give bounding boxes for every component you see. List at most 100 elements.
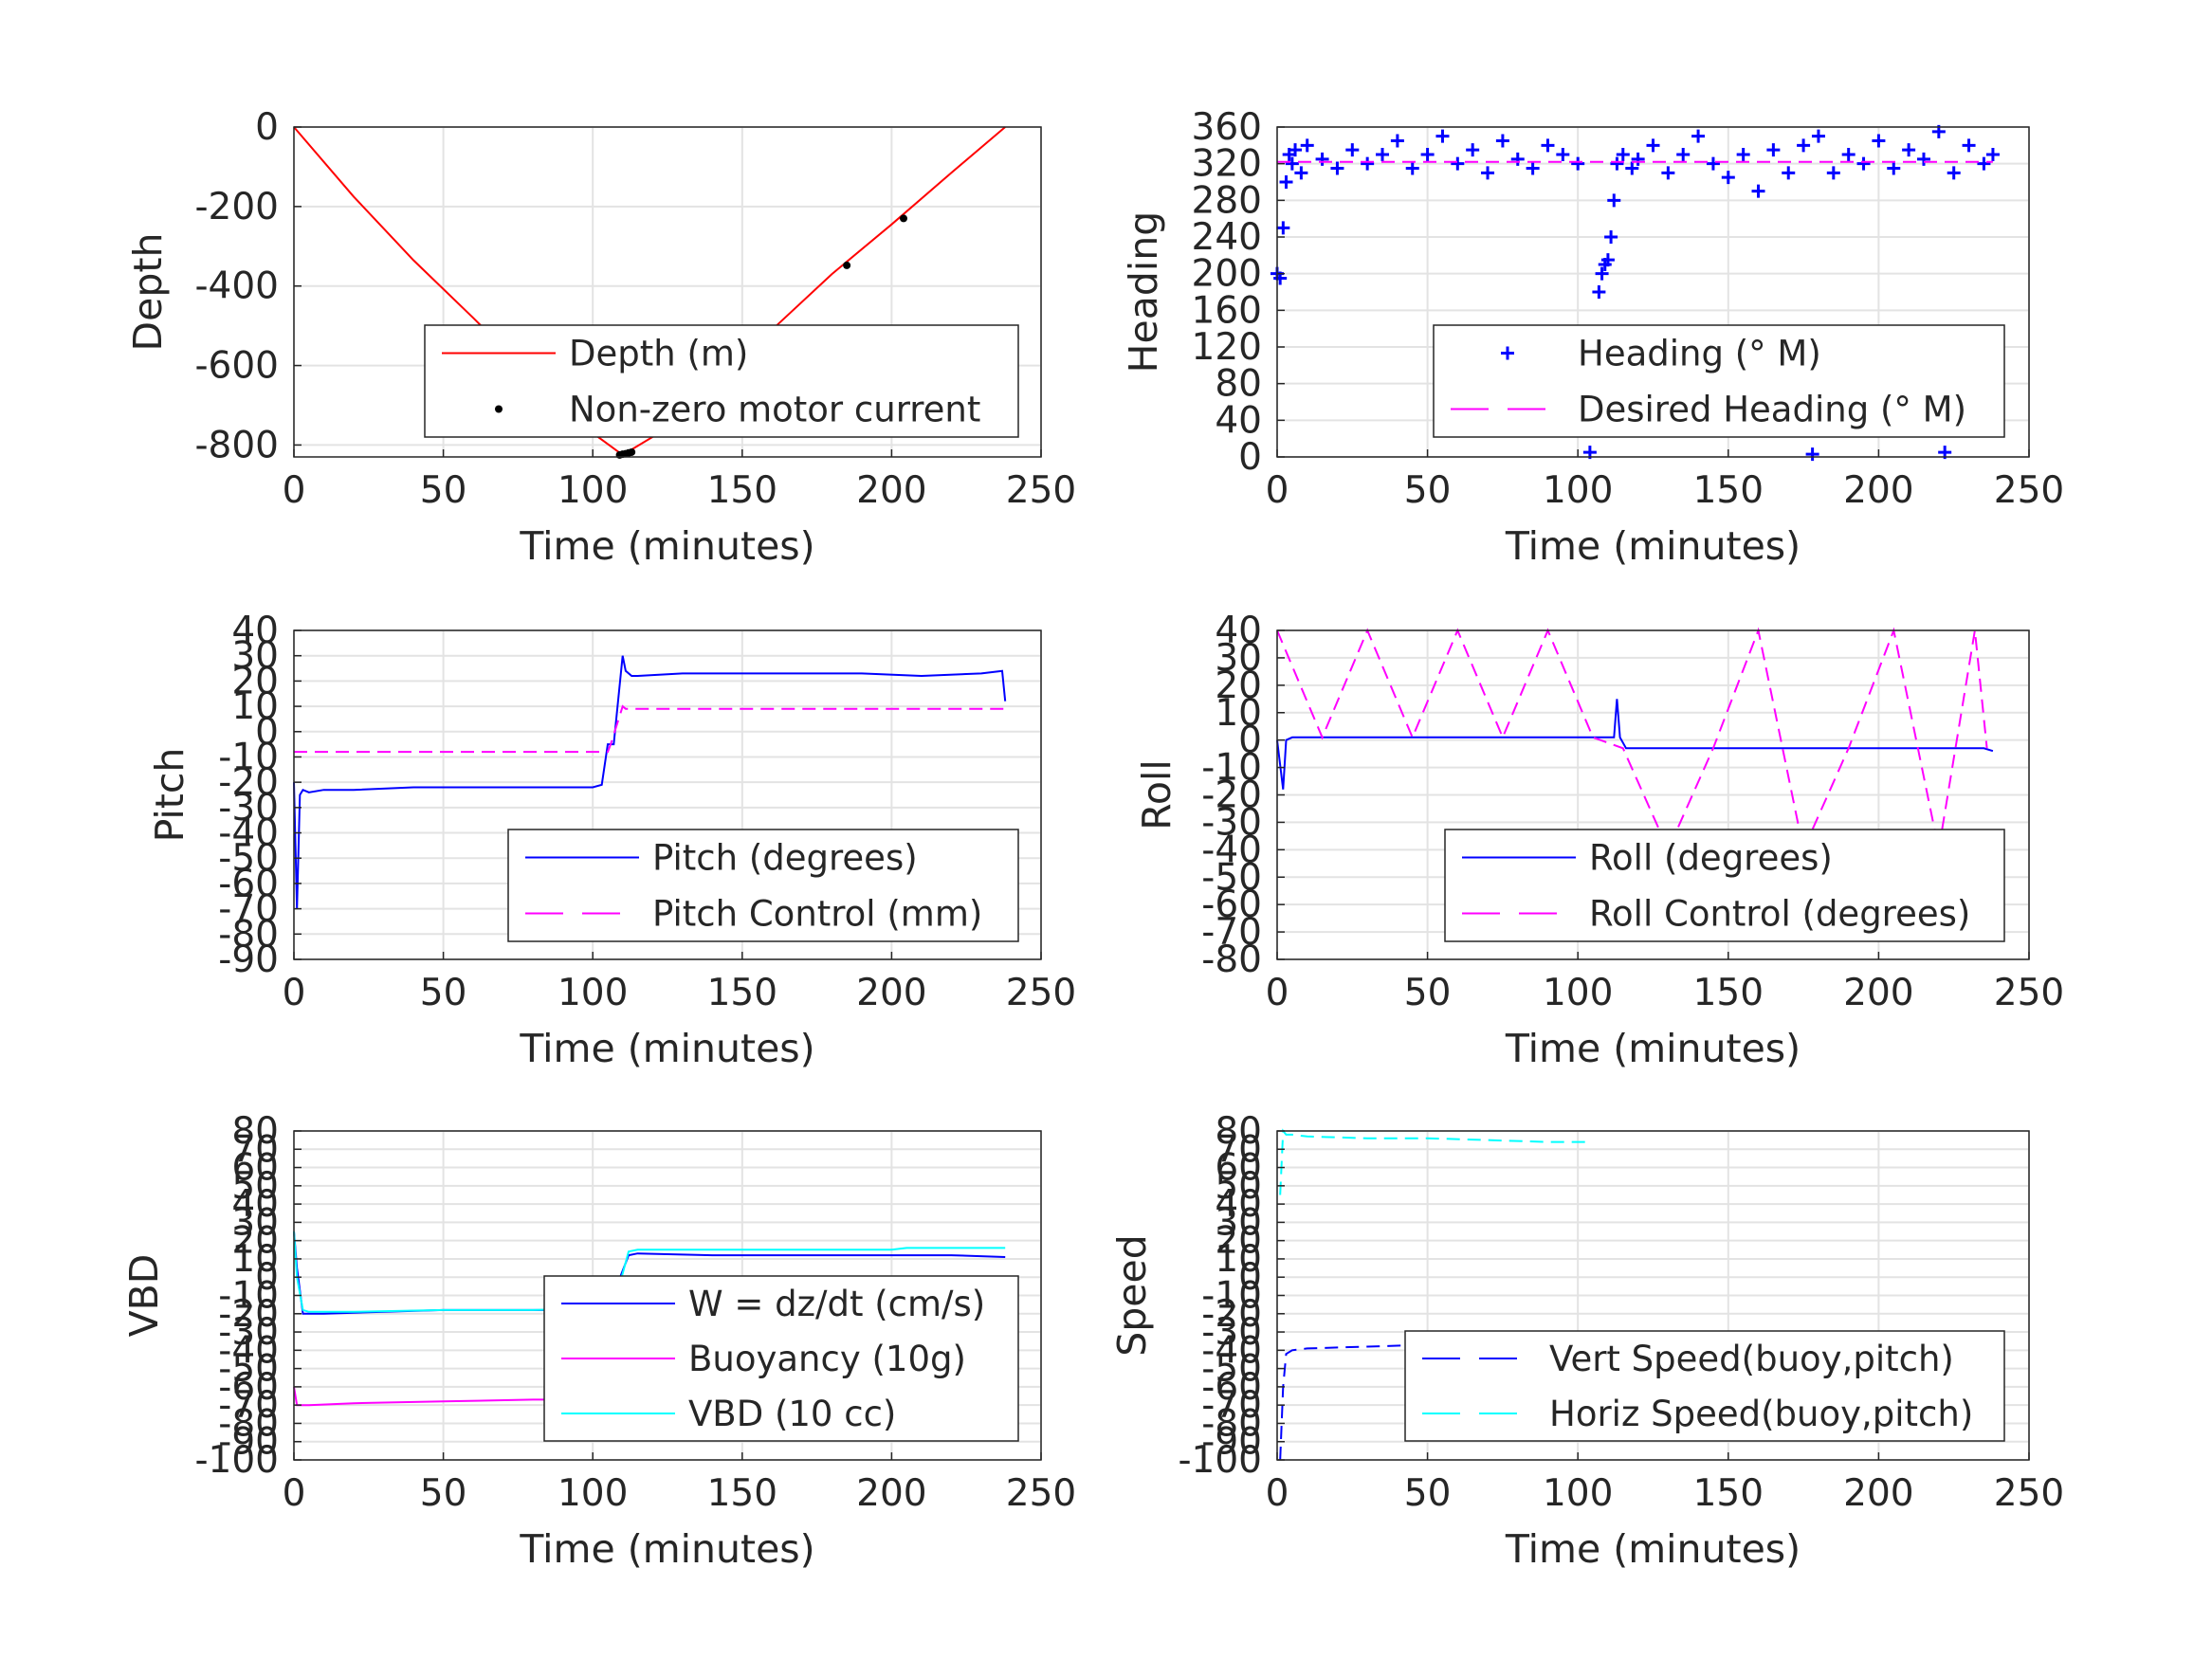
heading-marker-0-65 [1985,148,2000,161]
heading-marker-0-58 [1902,143,1916,157]
speed-y-axis-label: Speed [1109,1234,1155,1357]
heading-marker-0-20 [1481,166,1495,180]
heading-legend-label-1: Desired Heading (° M) [1578,390,1966,430]
heading-marker-0-3 [1279,175,1293,189]
heading-ytick-label-7: 280 [1192,179,1262,222]
vbd-ytick-label-5: 30 [231,1201,279,1244]
depth-y-axis-label: Depth [125,233,171,352]
roll-panel: 0 50 100 150 200 250403020100-10-20-30-40-50-… [1134,610,2064,1071]
speed-ytick-label-8: 0 [1238,1256,1262,1299]
vbd-ytick-label-16: -80 [218,1402,279,1445]
heading-ytick-label-3: 120 [1192,326,1262,369]
depth-series-0 [293,126,1006,457]
pitch-xtick-label-0: 0 [283,972,306,1014]
pitch-y-axis-label: Pitch [147,748,192,843]
speed-ytick-label-14: -60 [1201,1366,1262,1409]
heading-marker-0-19 [1466,143,1480,157]
heading-marker-0-64 [1977,156,1991,171]
speed-ytick-label-1: 70 [1215,1128,1262,1171]
speed-xtick-label-3: 150 [1693,1472,1764,1515]
pitch-axes-box [293,629,1042,960]
heading-marker-0-46 [1736,148,1750,161]
roll-y-axis-label: Roll [1134,759,1179,830]
vbd-xtick-label-1: 50 [420,1472,467,1515]
pitch-ytick-label-6: -20 [218,761,279,804]
heading-marker-0-62 [1947,166,1961,180]
heading-marker-0-6 [1289,143,1303,157]
vbd-legend-label-0: W = dz/dt (cm/s) [688,1284,985,1324]
heading-x-axis-label: Time (minutes) [1505,523,1801,569]
speed-ytick-label-15: -70 [1201,1384,1262,1427]
pitch-xtick-label-3: 150 [707,972,777,1014]
depth-ytick-label-2: -400 [194,265,279,308]
roll-xtick-label-1: 50 [1404,972,1452,1014]
depth-xtick-label-2: 100 [558,469,628,512]
depth-series-line-0 [293,126,1006,457]
speed-series-line-1 [1279,1128,1590,1195]
heading-legend: Heading (° M) Desired Heading (° M) [1433,324,2005,438]
speed-ytick-label-13: -50 [1201,1348,1262,1391]
heading-marker-0-39 [1631,152,1645,166]
pitch-x-axis-label: Time (minutes) [519,1026,814,1071]
speed-ytick-label-6: 20 [1215,1220,1262,1263]
roll-series-line-1 [1276,627,1988,853]
heading-ytick-label-5: 200 [1192,253,1262,296]
heading-marker-0-49 [1782,166,1796,180]
roll-legend-box [1444,829,2005,942]
heading-marker-0-12 [1361,156,1375,171]
roll-xtick-label-0: 0 [1266,972,1289,1014]
pitch-ytick-label-2: 20 [231,660,279,702]
pitch-ytick-label-1: 30 [231,635,279,678]
speed-panel: 0 50 100 150 200 25080706050403020100-10-20-3… [1109,1110,2064,1572]
roll-ytick-label-6: -20 [1201,775,1262,817]
roll-x-axis-label: Time (minutes) [1505,1026,1801,1071]
vbd-xtick-label-5: 250 [1006,1472,1076,1515]
heading-marker-0-34 [1604,230,1618,244]
heading-marker-0-26 [1571,156,1585,171]
pitch-ytick-label-11: -70 [218,888,279,931]
heading-marker-0-54 [1841,148,1856,161]
speed-x-axis-label: Time (minutes) [1505,1526,1801,1572]
heading-xtick-label-5: 250 [1994,469,2064,512]
heading-ytick-label-8: 320 [1192,143,1262,186]
heading-ytick-label-6: 240 [1192,216,1262,259]
roll-ytick-label-12: -80 [1201,939,1262,981]
heading-marker-0-59 [1916,152,1930,166]
roll-ytick-label-3: 10 [1215,692,1262,735]
pitch-ytick-label-10: -60 [218,863,279,905]
pitch-ytick-label-9: -50 [218,837,279,880]
heading-marker-0-8 [1300,138,1314,153]
heading-marker-0-42 [1676,148,1691,161]
roll-ytick-label-5: -10 [1201,747,1262,790]
heading-marker-0-47 [1751,184,1765,198]
speed-ytick-label-0: 80 [1215,1110,1262,1153]
depth-ytick-label-3: -600 [194,345,279,388]
heading-marker-0-40 [1646,138,1660,153]
heading-xtick-label-1: 50 [1404,469,1452,512]
depth-xtick-label-5: 250 [1006,469,1076,512]
heading-legend-swatch-0 [1501,346,1514,360]
heading-marker-0-44 [1706,156,1720,171]
speed-ytick-label-16: -80 [1201,1402,1262,1445]
speed-xtick-label-5: 250 [1994,1472,2064,1515]
depth-xtick-label-3: 150 [707,469,777,512]
heading-marker-0-57 [1887,161,1901,175]
heading-marker-0-17 [1435,129,1450,143]
vbd-xtick-label-4: 200 [856,1472,926,1515]
heading-xtick-label-4: 200 [1843,469,1913,512]
pitch-legend-label-0: Pitch (degrees) [652,838,918,879]
vbd-ytick-label-11: -30 [218,1311,279,1354]
speed-legend-label-1: Horiz Speed(buoy,pitch) [1549,1394,1973,1434]
vbd-ytick-label-12: -40 [218,1329,279,1372]
vbd-ytick-label-15: -70 [218,1384,279,1427]
vbd-ytick-label-6: 20 [231,1220,279,1263]
heading-marker-0-13 [1376,148,1390,161]
roll-ytick-label-0: 40 [1215,610,1262,652]
depth-xtick-label-1: 50 [420,469,467,512]
roll-ytick-label-4: 0 [1238,720,1262,762]
heading-marker-0-2 [1276,221,1290,235]
heading-y-axis-label: Heading [1121,211,1166,374]
heading-marker-0-35 [1607,193,1621,208]
depth-ytick-label-4: -800 [194,424,279,466]
speed-ytick-label-17: -90 [1201,1421,1262,1464]
